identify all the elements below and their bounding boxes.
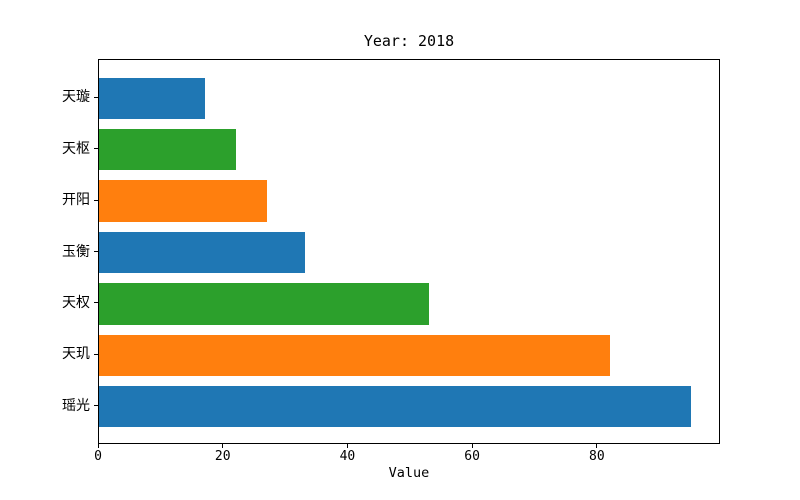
x-tick-mark [346,444,348,448]
bar-天权 [99,283,430,325]
bar-天枢 [99,128,237,171]
y-tick-label: 瑶光 [62,397,90,414]
y-tick-mark [94,302,98,304]
chart-title: Year: 2018 [363,32,455,50]
y-tick-mark [94,199,98,201]
y-tick-mark [94,353,98,355]
y-tick-label: 天枢 [62,140,90,157]
bar-天玑 [99,334,611,377]
bar-瑶光 [99,386,692,428]
x-tick-label: 80 [589,449,605,464]
x-tick-label: 0 [94,449,102,464]
bar-天璇 [99,77,205,119]
x-axis-label: Value [388,465,430,481]
x-tick-mark [97,444,99,448]
y-tick-mark [94,405,98,407]
y-tick-label: 天权 [62,294,90,311]
y-tick-mark [94,148,98,150]
y-tick-mark [94,96,98,98]
y-tick-label: 天玑 [62,346,90,363]
x-tick-mark [596,444,598,448]
y-tick-label: 玉衡 [62,243,90,260]
bar-玉衡 [99,231,305,274]
x-tick-mark [222,444,224,448]
x-tick-label: 40 [339,449,356,464]
x-tick-label: 60 [464,449,480,464]
y-tick-label: 开阳 [62,192,90,209]
plot-area [98,59,720,444]
x-tick-label: 20 [214,449,231,464]
x-tick-mark [471,444,473,448]
y-tick-mark [94,251,98,252]
bar-开阳 [99,180,268,222]
y-tick-label: 天璇 [62,89,90,106]
